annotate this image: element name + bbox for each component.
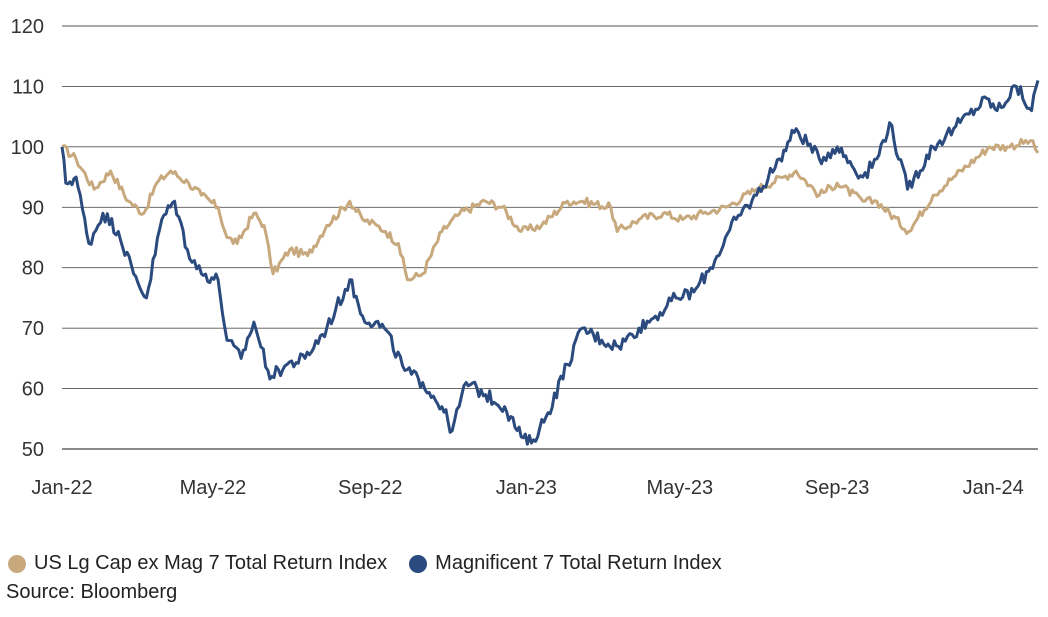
y-tick-label: 100 [11,137,44,159]
series-line-ex-mag7 [61,137,1040,282]
x-tick-label: Jan-23 [496,477,557,499]
x-tick-label: May-22 [180,477,247,499]
source-note: Source: Bloomberg [6,581,178,603]
series-lines [60,79,1040,446]
y-axis-ticks: 120 110 100 90 80 70 60 50 [11,16,44,461]
y-tick-label: 110 [12,76,44,98]
legend-item-ex-mag7: US Lg Cap ex Mag 7 Total Return Index [8,552,387,575]
y-tick-label: 90 [22,197,44,219]
y-tick-label: 70 [22,318,44,340]
x-tick-label: Sep-23 [805,477,870,499]
legend-swatch-ex-mag7 [8,554,26,573]
series-line-mag7 [60,79,1040,446]
legend-label-ex-mag7: US Lg Cap ex Mag 7 Total Return Index [34,552,388,574]
gridlines [62,25,1038,450]
y-tick-label: 80 [22,258,44,280]
y-tick-label: 50 [22,439,44,461]
legend-label-mag7: Magnificent 7 Total Return Index [435,552,722,574]
x-tick-label: Jan-24 [963,477,1024,499]
x-tick-label: Sep-22 [338,477,403,499]
legend-swatch-mag7 [409,554,428,573]
x-tick-label: Jan-22 [31,477,92,499]
y-tick-label: 120 [11,16,44,38]
x-axis-ticks: Jan-22 May-22 Sep-22 Jan-23 May-23 Sep-23 Jan-… [31,477,1023,499]
x-tick-label: May-23 [646,477,713,499]
legend-item-mag7: Magnificent 7 Total Return Index [409,552,722,575]
legend: US Lg Cap ex Mag 7 Total Return Index Ma… [8,552,744,575]
y-tick-label: 60 [22,379,44,401]
